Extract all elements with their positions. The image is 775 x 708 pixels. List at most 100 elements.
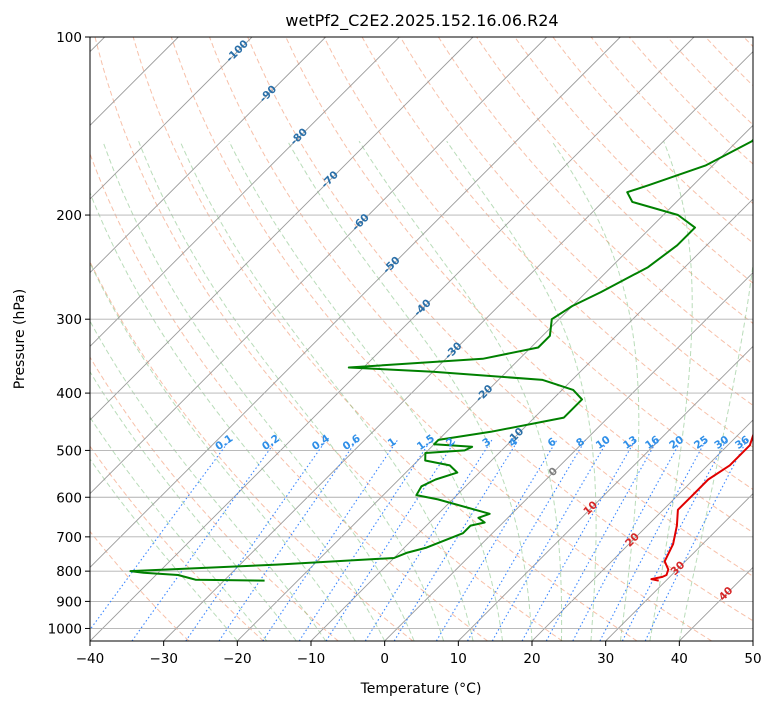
dry-adiabat <box>90 152 488 641</box>
mixing-ratio-line <box>393 439 519 641</box>
dry-adiabat <box>285 37 753 534</box>
y-tick-label: 400 <box>56 386 82 402</box>
isotherm-line <box>384 272 753 641</box>
dry-adiabat <box>94 37 563 641</box>
x-axis-title: Temperature (°C) <box>360 681 482 697</box>
y-tick-label: 1000 <box>48 622 82 638</box>
dry-adiabat <box>209 37 753 622</box>
moist-adiabat <box>90 261 356 641</box>
isotherm-line <box>90 37 400 347</box>
isotherm-line <box>90 37 547 495</box>
moist-adiabats <box>90 140 753 641</box>
x-tick-label: 10 <box>450 651 467 667</box>
moist-adiabat <box>678 260 753 641</box>
dry-adiabat <box>399 37 753 406</box>
isotherm-line <box>310 198 753 641</box>
y-tick-label: 500 <box>56 443 82 459</box>
y-axis: 100 200 300 400 500 600 700 800 900 1000 <box>48 30 90 638</box>
mixing-ratio-line <box>435 439 558 641</box>
plot-frame <box>89 36 754 642</box>
mixing-ratio-line <box>467 439 586 641</box>
mixing-ratio-line <box>644 439 748 641</box>
mixing-ratio-line <box>364 439 493 641</box>
mixing-ratio-line <box>218 439 358 641</box>
x-tick-label: −20 <box>223 651 252 667</box>
mixing-ratio-label: 3 <box>480 436 493 450</box>
x-axis: −40 −30 −20 −10 0 10 20 30 40 50 <box>76 641 762 667</box>
mixing-ratio-label: 30 <box>712 434 731 452</box>
x-tick-label: 20 <box>523 651 540 667</box>
mixing-ratio-label: 13 <box>621 434 640 452</box>
dry-adiabat <box>590 37 753 205</box>
isotherm-line <box>90 37 474 421</box>
mixing-ratio-line <box>325 439 457 641</box>
mixing-ratio-line <box>185 439 327 641</box>
isotherm-line <box>679 566 753 641</box>
mixing-ratio-label: 20 <box>667 434 686 452</box>
isotherm-line <box>531 419 753 641</box>
mixing-ratio-labels: 0.1 0.2 0.4 0.6 1 1.5 2 3 4 6 8 10 13 16 20 25 30 36 <box>213 432 752 453</box>
mixing-ratio-line <box>298 439 432 641</box>
mixing-ratio-label: 10 <box>594 434 613 452</box>
mixing-ratio-line <box>491 439 609 641</box>
dry-adiabats <box>90 37 753 641</box>
dewpoint-profile <box>129 138 753 582</box>
dry-adiabat <box>170 37 712 641</box>
y-axis-title: Pressure (hPa) <box>12 289 28 389</box>
isotherm-line <box>458 345 753 641</box>
dry-adiabat <box>361 37 753 448</box>
mixing-ratio-label: 36 <box>733 434 752 452</box>
mixing-ratio-line <box>131 439 278 641</box>
x-tick-label: −40 <box>76 651 105 667</box>
x-tick-label: 0 <box>380 651 389 667</box>
isotherm-line <box>90 37 253 200</box>
sounding-series <box>129 138 753 582</box>
mixing-ratio-label: 1.5 <box>415 432 437 453</box>
mixing-ratio-line <box>262 439 399 641</box>
pressure-gridlines <box>90 37 753 629</box>
mixing-ratio-line <box>90 439 231 631</box>
isotherm-line <box>752 640 753 641</box>
mixing-ratio-lines <box>90 439 748 641</box>
isotherm-line <box>90 37 326 274</box>
dry-adiabat <box>476 37 753 325</box>
dry-adiabat <box>90 260 414 641</box>
mixing-ratio-label: 8 <box>574 436 587 450</box>
dry-adiabat <box>552 37 753 244</box>
isotherm-line <box>605 493 753 641</box>
moist-adiabat <box>138 141 445 641</box>
mixing-ratio-label: 0.2 <box>260 432 282 453</box>
y-tick-label: 800 <box>56 564 82 580</box>
x-tick-label: 30 <box>597 651 614 667</box>
dry-adiabat <box>90 356 339 641</box>
isotherm-line <box>90 37 621 568</box>
dry-adiabat <box>437 37 753 365</box>
mixing-ratio-label: 0.4 <box>310 432 332 453</box>
mixing-ratio-label: 6 <box>546 436 559 450</box>
isotherm-line <box>237 124 753 641</box>
mixing-ratio-label: 16 <box>643 434 662 452</box>
y-tick-label: 600 <box>56 490 82 506</box>
y-tick-label: 700 <box>56 530 82 546</box>
y-tick-label: 900 <box>56 594 82 610</box>
y-tick-label: 300 <box>56 312 82 328</box>
mixing-ratio-label: 0.1 <box>213 432 235 453</box>
y-tick-label: 100 <box>56 30 82 46</box>
mixing-ratio-label: 1 <box>386 436 399 450</box>
dry-adiabat <box>132 37 638 641</box>
x-tick-label: −30 <box>149 651 178 667</box>
x-tick-label: 40 <box>671 651 688 667</box>
temperature-profile <box>650 432 753 582</box>
dry-adiabat <box>705 37 753 87</box>
isotherm-line <box>163 51 753 641</box>
dry-adiabat <box>323 37 753 491</box>
chart-title: wetPf2_C2E2.2025.152.16.06.R24 <box>285 11 558 31</box>
mixing-ratio-label: 0.6 <box>341 432 363 453</box>
dry-adiabat <box>247 37 753 577</box>
y-tick-label: 200 <box>56 208 82 224</box>
mixing-ratio-line <box>521 439 636 641</box>
dry-adiabat <box>743 37 753 48</box>
x-tick-label: −10 <box>297 651 326 667</box>
x-tick-label: 50 <box>744 651 761 667</box>
